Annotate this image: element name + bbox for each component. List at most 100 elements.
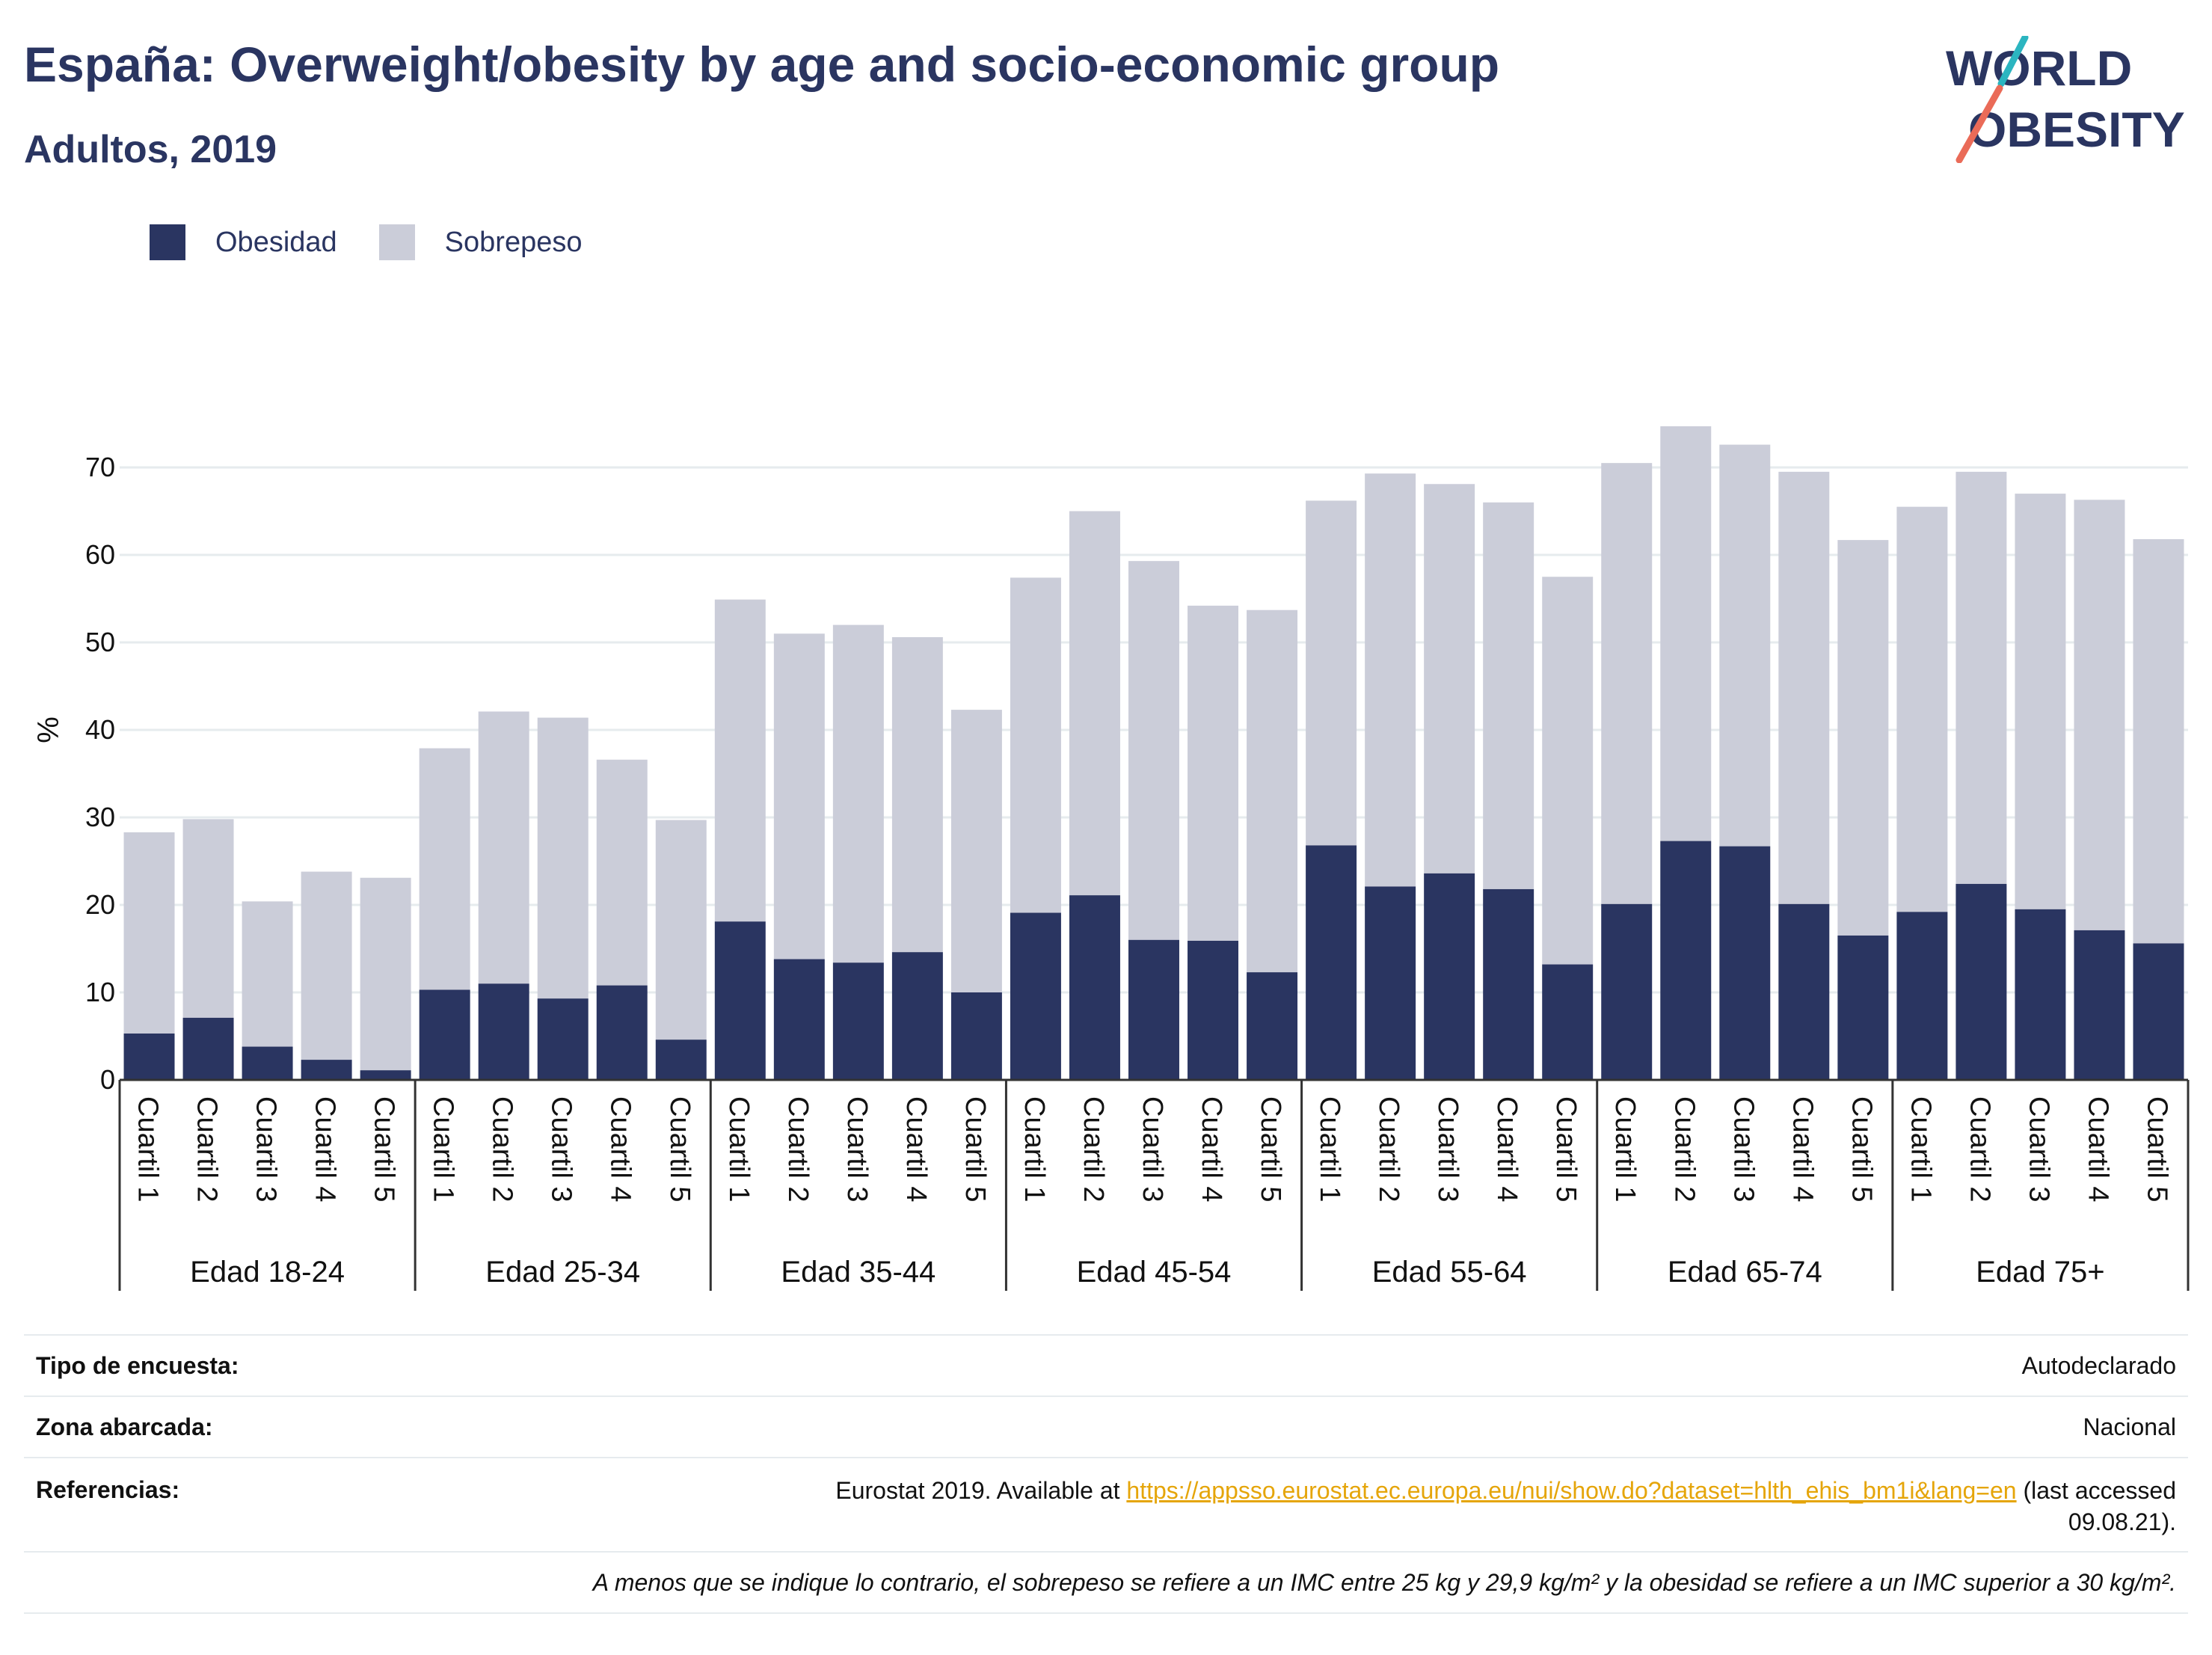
bar-sobrepeso — [478, 711, 529, 984]
x-group-label: Edad 35-44 — [781, 1256, 936, 1289]
y-tick-label: 10 — [85, 977, 115, 1007]
y-tick-label: 60 — [85, 539, 115, 570]
bar-obesidad — [537, 998, 589, 1080]
y-tick-label: 40 — [85, 714, 115, 745]
info-row-references: Referencias: Eurostat 2019. Available at… — [24, 1458, 2188, 1553]
info-row-survey: Tipo de encuesta: Autodeclarado — [24, 1336, 2188, 1397]
bar-sobrepeso — [891, 636, 943, 953]
bar-obesidad — [1778, 903, 1830, 1080]
x-tick-label: Cuartil 3 — [1727, 1096, 1759, 1203]
x-tick-label: Cuartil 2 — [782, 1096, 814, 1203]
references-link[interactable]: https://appsso.eurostat.ec.europa.eu/nui… — [1126, 1477, 2017, 1504]
bar-obesidad — [1128, 939, 1179, 1080]
bar-obesidad — [596, 985, 648, 1080]
x-group-label: Edad 65-74 — [1668, 1256, 1822, 1289]
x-group-label: Edad 75+ — [1976, 1256, 2104, 1289]
x-tick-label: Cuartil 5 — [1550, 1096, 1582, 1203]
x-tick-label: Cuartil 3 — [251, 1096, 282, 1203]
bar-sobrepeso — [1601, 463, 1653, 904]
bar-obesidad — [2133, 943, 2184, 1080]
bar-obesidad — [773, 959, 825, 1080]
bar-sobrepeso — [182, 819, 234, 1018]
x-tick-label: Cuartil 1 — [1609, 1096, 1641, 1203]
bar-obesidad — [714, 921, 766, 1080]
bar-obesidad — [2015, 909, 2066, 1080]
bar-sobrepeso — [2074, 500, 2125, 930]
bar-obesidad — [1010, 912, 1061, 1080]
y-tick-label: 70 — [85, 452, 115, 482]
y-tick-label: 50 — [85, 627, 115, 657]
bar-sobrepeso — [1896, 506, 1948, 912]
x-group-label: Edad 55-64 — [1372, 1256, 1527, 1289]
bar-obesidad — [1837, 935, 1889, 1080]
x-tick-label: Cuartil 5 — [1846, 1096, 1877, 1203]
x-tick-label: Cuartil 2 — [1668, 1096, 1700, 1203]
info-row-note: A menos que se indique lo contrario, el … — [24, 1553, 2188, 1614]
bar-obesidad — [1188, 940, 1239, 1080]
x-tick-label: Cuartil 1 — [723, 1096, 755, 1203]
bar-obesidad — [182, 1017, 234, 1080]
bar-sobrepeso — [123, 832, 175, 1034]
x-tick-label: Cuartil 4 — [2082, 1096, 2113, 1203]
bar-obesidad — [1069, 895, 1120, 1080]
logo-slash-bottom — [1956, 85, 2003, 163]
x-tick-label: Cuartil 4 — [900, 1096, 932, 1203]
survey-value: Autodeclarado — [2021, 1352, 2176, 1379]
bar-obesidad — [123, 1033, 175, 1080]
x-tick-label: Cuartil 3 — [2023, 1096, 2054, 1203]
logo-slash-top — [1997, 36, 2029, 87]
bar-sobrepeso — [655, 820, 707, 1040]
x-tick-label: Cuartil 1 — [428, 1096, 459, 1203]
bar-obesidad — [1719, 846, 1771, 1080]
bar-obesidad — [419, 989, 470, 1080]
x-tick-label: Cuartil 2 — [487, 1096, 518, 1203]
bar-sobrepeso — [1247, 610, 1298, 973]
bar-sobrepeso — [2133, 538, 2184, 944]
x-tick-label: Cuartil 5 — [369, 1096, 400, 1203]
x-tick-label: Cuartil 1 — [132, 1096, 164, 1203]
definition-note: A menos que se indique lo contrario, el … — [592, 1569, 2176, 1596]
y-tick-label: 0 — [100, 1064, 115, 1095]
bar-obesidad — [891, 952, 943, 1080]
x-group-label: Edad 25-34 — [485, 1256, 640, 1289]
bar-sobrepeso — [1719, 444, 1771, 847]
bar-obesidad — [360, 1070, 411, 1080]
x-tick-label: Cuartil 1 — [1905, 1096, 1936, 1203]
x-tick-label: Cuartil 4 — [1787, 1096, 1818, 1203]
bar-obesidad — [2074, 930, 2125, 1080]
bar-sobrepeso — [360, 877, 411, 1071]
page-subtitle: Adultos, 2019 — [24, 128, 277, 171]
bar-sobrepeso — [242, 901, 293, 1047]
world-obesity-logo: WORLD OBESITY — [1946, 36, 2185, 163]
references-suffix: (last accessed — [2016, 1477, 2176, 1504]
bar-obesidad — [1601, 903, 1653, 1080]
x-tick-label: Cuartil 3 — [1432, 1096, 1463, 1203]
bar-sobrepeso — [1128, 561, 1179, 940]
references-prefix: Eurostat 2019. Available at — [835, 1477, 1127, 1504]
y-axis-title: % — [32, 716, 65, 743]
legend-label-sobrepeso: Sobrepeso — [444, 226, 583, 258]
bar-sobrepeso — [2015, 494, 2066, 909]
bar-obesidad — [478, 983, 529, 1080]
bar-sobrepeso — [1837, 540, 1889, 936]
bar-sobrepeso — [1483, 502, 1534, 889]
bar-obesidad — [242, 1046, 293, 1080]
bar-sobrepeso — [301, 871, 352, 1060]
bar-obesidad — [1660, 841, 1712, 1080]
bar-obesidad — [832, 962, 884, 1080]
y-tick-label: 20 — [85, 889, 115, 920]
legend-item-obesidad[interactable]: Obesidad — [150, 224, 337, 260]
x-tick-label: Cuartil 3 — [1137, 1096, 1168, 1203]
x-tick-label: Cuartil 3 — [841, 1096, 873, 1203]
bar-sobrepeso — [1069, 511, 1120, 896]
logo-line-2: OBESITY — [1968, 102, 2185, 157]
bar-sobrepeso — [1778, 471, 1830, 904]
x-tick-label: Cuartil 1 — [1019, 1096, 1050, 1203]
legend-label-obesidad: Obesidad — [215, 226, 337, 258]
survey-label: Tipo de encuesta: — [36, 1352, 239, 1379]
stacked-bar-chart: 0 10 20 30 40 50 60 70% Cuartil 1 Cuartil 2 Cuarti… — [32, 426, 2190, 1291]
logo-line-1: WORLD — [1946, 40, 2132, 96]
area-value: Nacional — [2083, 1413, 2176, 1440]
legend-item-sobrepeso[interactable]: Sobrepeso — [378, 224, 583, 260]
bar-obesidad — [950, 992, 1002, 1080]
